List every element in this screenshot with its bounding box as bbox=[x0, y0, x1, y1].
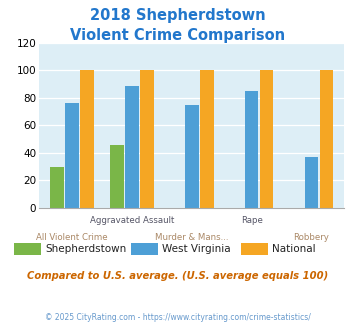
Text: Murder & Mans...: Murder & Mans... bbox=[155, 233, 229, 242]
Text: Robbery: Robbery bbox=[294, 233, 329, 242]
Text: Rape: Rape bbox=[241, 216, 262, 225]
Text: All Violent Crime: All Violent Crime bbox=[36, 233, 108, 242]
Text: Aggravated Assault: Aggravated Assault bbox=[90, 216, 174, 225]
Bar bbox=[185, 105, 198, 208]
Text: Compared to U.S. average. (U.S. average equals 100): Compared to U.S. average. (U.S. average … bbox=[27, 271, 328, 280]
Text: Shepherdstown: Shepherdstown bbox=[45, 244, 126, 254]
Bar bbox=[200, 70, 214, 208]
Bar bbox=[260, 70, 273, 208]
Bar bbox=[245, 91, 258, 208]
Bar bbox=[140, 70, 154, 208]
Bar bbox=[50, 167, 64, 208]
Bar bbox=[320, 70, 333, 208]
Bar bbox=[305, 157, 318, 208]
Bar bbox=[80, 70, 94, 208]
Text: Violent Crime Comparison: Violent Crime Comparison bbox=[70, 28, 285, 43]
Text: © 2025 CityRating.com - https://www.cityrating.com/crime-statistics/: © 2025 CityRating.com - https://www.city… bbox=[45, 313, 310, 322]
Bar bbox=[65, 103, 79, 208]
Text: National: National bbox=[272, 244, 316, 254]
Text: 2018 Shepherdstown: 2018 Shepherdstown bbox=[90, 8, 265, 23]
Text: West Virginia: West Virginia bbox=[162, 244, 231, 254]
Bar bbox=[125, 85, 139, 208]
Bar bbox=[110, 145, 124, 208]
